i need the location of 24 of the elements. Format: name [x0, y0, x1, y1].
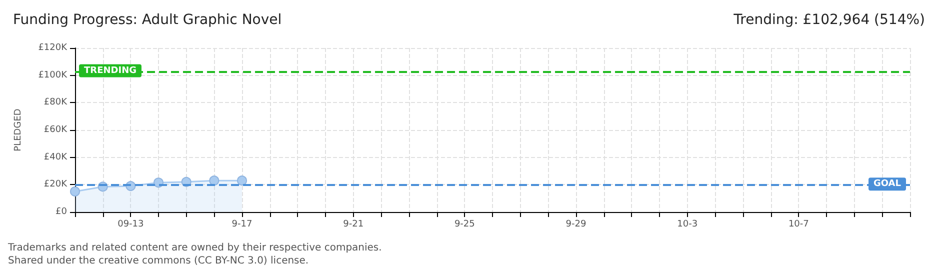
ref-line-label: TRENDING	[84, 66, 136, 76]
x-tick-label: 9-29	[566, 220, 586, 230]
point	[70, 186, 80, 196]
text: Shared under the creative commons (CC BY-NC 3.0) license.	[8, 256, 309, 266]
x-tick-label: 9-17	[232, 220, 252, 230]
y-tick-label: £40K	[44, 152, 68, 162]
point	[237, 176, 247, 186]
x-tick-label: 09-13	[118, 220, 144, 230]
y-tick-label: £100K	[38, 70, 68, 80]
y-tick-label: £80K	[44, 98, 68, 108]
chart-subtitle: Trending: £102,964 (514%)	[732, 12, 926, 28]
x-tick-label: 9-25	[454, 220, 475, 230]
y-axis-title: PLEDGED	[14, 108, 24, 152]
x-tick-label: 10-3	[677, 220, 698, 230]
y-tick-label: £0	[56, 207, 68, 217]
x-tick-label: 9-21	[343, 220, 364, 230]
y-tick-label: £60K	[44, 125, 68, 135]
y-tick-label: £120K	[38, 43, 68, 53]
x-tick-label: 10-7	[788, 220, 809, 230]
text: Trademarks and related content are owned by their respective companies.	[7, 242, 382, 254]
y-tick-label: £20K	[44, 180, 68, 190]
point	[209, 176, 220, 186]
ref-line-label: GOAL	[874, 179, 902, 190]
chart-title: Funding Progress: Adult Graphic Novel	[13, 12, 282, 28]
